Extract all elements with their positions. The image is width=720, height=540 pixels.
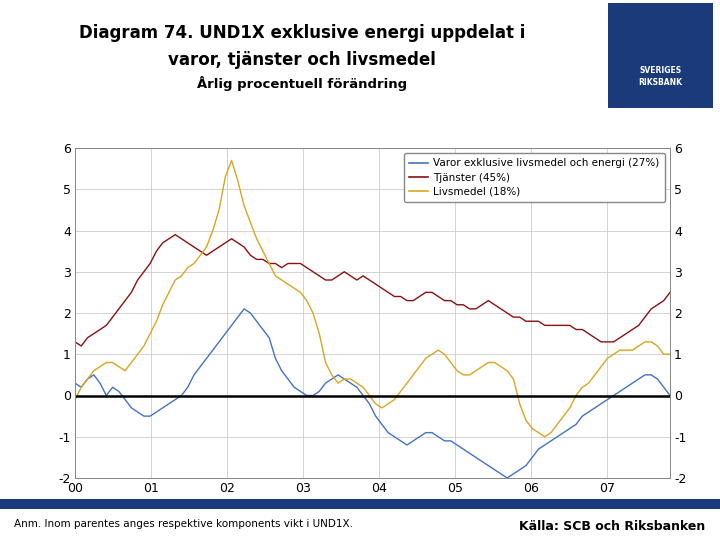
Tjänster (45%) [158, 240, 167, 246]
Legend: Varor exklusive livsmedel och energi (27%), Tjänster (45%), Livsmedel (18%): Varor exklusive livsmedel och energi (27… [404, 153, 665, 202]
Varor exklusive livsmedel och energi (27%) [334, 372, 343, 378]
Varor exklusive livsmedel och energi (27%) [71, 380, 79, 386]
Livsmedel (18%) [628, 347, 636, 353]
Line: Tjänster (45%): Tjänster (45%) [75, 234, 670, 346]
Line: Livsmedel (18%): Livsmedel (18%) [75, 160, 670, 437]
Livsmedel (18%) [152, 318, 161, 325]
Tjänster (45%) [384, 289, 392, 295]
Varor exklusive livsmedel och energi (27%) [628, 380, 636, 386]
Varor exklusive livsmedel och energi (27%) [666, 392, 675, 399]
Text: Årlig procentuell förändring: Årlig procentuell förändring [197, 76, 408, 91]
Varor exklusive livsmedel och energi (27%) [246, 310, 255, 316]
Tjänster (45%) [71, 339, 79, 345]
Tjänster (45%) [340, 268, 348, 275]
Livsmedel (18%) [397, 388, 405, 395]
Livsmedel (18%) [71, 396, 79, 403]
Text: varor, tjänster och livsmedel: varor, tjänster och livsmedel [168, 51, 436, 69]
Varor exklusive livsmedel och energi (27%) [240, 306, 248, 312]
Varor exklusive livsmedel och energi (27%) [397, 437, 405, 444]
Tjänster (45%) [252, 256, 261, 262]
Livsmedel (18%) [228, 157, 236, 164]
Varor exklusive livsmedel och energi (27%) [152, 409, 161, 415]
Text: Anm. Inom parentes anges respektive komponents vikt i UND1X.: Anm. Inom parentes anges respektive komp… [14, 519, 354, 529]
Line: Varor exklusive livsmedel och energi (27%): Varor exklusive livsmedel och energi (27… [75, 309, 670, 478]
Livsmedel (18%) [377, 404, 386, 411]
Livsmedel (18%) [246, 219, 255, 226]
Varor exklusive livsmedel och energi (27%) [377, 421, 386, 428]
Tjänster (45%) [77, 343, 86, 349]
Livsmedel (18%) [666, 351, 675, 357]
Tjänster (45%) [666, 289, 675, 295]
Livsmedel (18%) [541, 434, 549, 440]
Text: Diagram 74. UND1X exklusive energi uppdelat i: Diagram 74. UND1X exklusive energi uppde… [79, 24, 526, 42]
Text: SVERIGES
RIKSBANK: SVERIGES RIKSBANK [639, 66, 683, 87]
Livsmedel (18%) [334, 380, 343, 386]
Tjänster (45%) [171, 231, 179, 238]
Tjänster (45%) [628, 326, 636, 333]
Tjänster (45%) [402, 298, 411, 304]
Text: Källa: SCB och Riksbanken: Källa: SCB och Riksbanken [519, 520, 706, 533]
Varor exklusive livsmedel och energi (27%) [503, 475, 511, 481]
